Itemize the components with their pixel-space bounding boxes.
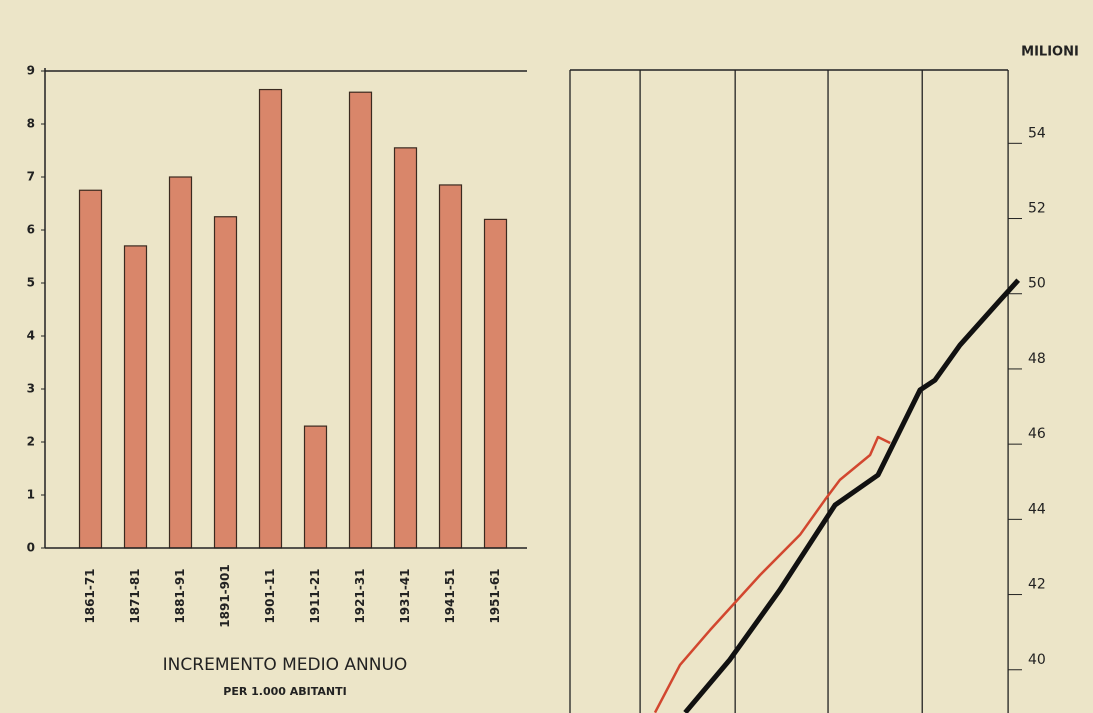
bar: [303, 425, 328, 549]
x-tick-label: 1951-61: [488, 568, 502, 623]
y-tick-label: 3: [27, 382, 35, 396]
x-tick-label: 1921-31: [353, 568, 367, 623]
y-tick-label: 46: [1028, 426, 1046, 442]
y-tick-label: 48: [1028, 351, 1046, 367]
x-tick-label: 1931-41: [398, 568, 412, 623]
bar: [348, 91, 373, 549]
y-tick-label: 8: [27, 117, 35, 131]
y-tick-label: 50: [1028, 276, 1046, 292]
bar: [393, 147, 418, 549]
y-tick-label: 5: [27, 276, 35, 290]
x-tick-label: 1861-71: [83, 568, 97, 623]
x-tick-label: 1911-21: [308, 568, 322, 623]
bar: [168, 176, 193, 549]
data-line: [683, 278, 1021, 713]
y-tick-label: 0: [27, 541, 35, 555]
y-tick-label: 40: [1028, 652, 1046, 668]
y-tick-label: 1: [27, 488, 35, 502]
x-tick-label: 1901-11: [263, 568, 277, 623]
bar: [438, 184, 463, 549]
bar: [258, 88, 283, 549]
bar: [213, 216, 238, 549]
chart-subtitle: PER 1.000 ABITANTI: [223, 685, 346, 698]
data-line: [653, 435, 891, 713]
x-tick-label: 1891-901: [218, 564, 232, 627]
y-tick-label: 52: [1028, 201, 1046, 217]
bar: [483, 218, 508, 549]
x-tick-label: 1881-91: [173, 568, 187, 623]
x-tick-label: 1941-51: [443, 568, 457, 623]
y-tick-label: 7: [27, 170, 35, 184]
chart-title: INCREMENTO MEDIO ANNUO: [163, 655, 408, 675]
y-tick-label: 2: [27, 435, 35, 449]
y-tick-label: 42: [1028, 577, 1046, 593]
bar: [78, 189, 103, 549]
x-tick-label: 1871-81: [128, 568, 142, 623]
bar: [123, 245, 148, 549]
y-axis-label: MILIONI: [1021, 45, 1079, 60]
y-tick-label: 9: [27, 64, 35, 78]
y-tick-label: 4: [27, 329, 35, 343]
y-tick-label: 54: [1028, 125, 1046, 141]
y-tick-label: 44: [1028, 501, 1046, 517]
y-tick-label: 6: [27, 223, 35, 237]
